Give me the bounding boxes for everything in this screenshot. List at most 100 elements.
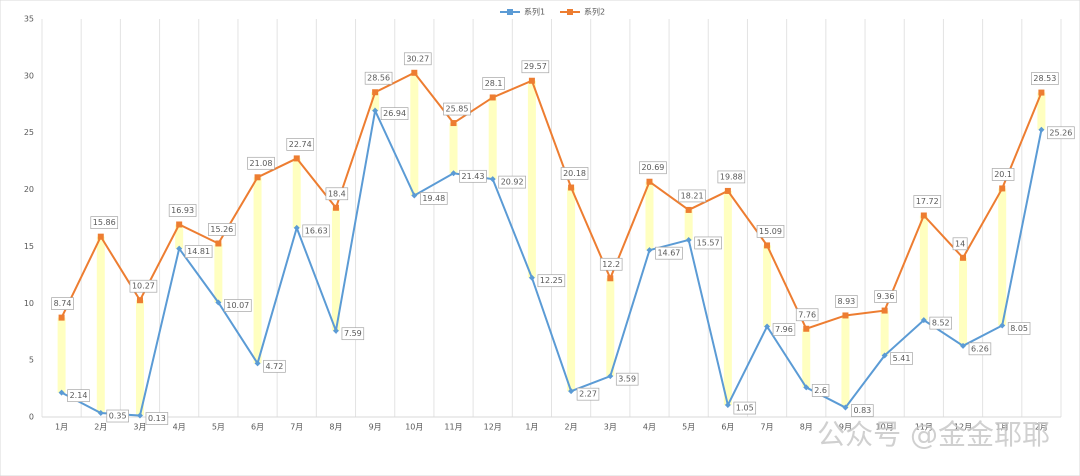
data-label: 19.88 — [720, 172, 743, 181]
data-label: 15.09 — [759, 227, 782, 236]
data-label-box — [341, 327, 365, 341]
marker — [842, 404, 849, 411]
data-label-box — [615, 372, 639, 386]
data-label: 0.35 — [109, 412, 127, 421]
marker — [136, 297, 143, 304]
x-tick-label: 1月 — [55, 423, 68, 432]
data-label: 14.81 — [187, 247, 210, 256]
up-down-bar — [410, 72, 419, 196]
data-label: 6.26 — [971, 344, 989, 353]
data-label-box — [795, 308, 819, 322]
data-label: 20.18 — [563, 169, 586, 178]
marker — [372, 89, 379, 96]
y-tick-label: 10 — [24, 299, 34, 308]
data-label: 8.93 — [837, 297, 855, 306]
y-tick-label: 35 — [24, 15, 34, 24]
up-down-bar — [880, 310, 889, 356]
data-label-box — [168, 204, 197, 217]
data-label-box — [459, 169, 487, 183]
data-label-box — [302, 224, 331, 238]
data-label-box — [913, 195, 942, 208]
data-label: 28.1 — [485, 79, 503, 88]
up-down-bar — [802, 328, 811, 388]
marker — [685, 206, 692, 213]
marker — [332, 327, 339, 334]
marker — [293, 155, 300, 162]
legend-marker — [507, 9, 513, 15]
data-label: 28.56 — [367, 74, 390, 83]
data-label: 15.57 — [697, 238, 720, 247]
x-tick-label: 5月 — [212, 423, 225, 432]
marker — [176, 245, 183, 252]
marker — [215, 299, 222, 306]
x-tick-label: 7月 — [290, 423, 303, 432]
marker — [764, 242, 771, 249]
y-tick-label: 25 — [24, 128, 34, 137]
up-down-bar — [645, 181, 654, 251]
up-down-bar — [449, 123, 458, 174]
data-label: 20.1 — [994, 170, 1012, 179]
x-tick-label: 10月 — [876, 423, 894, 432]
data-label-box — [67, 389, 90, 403]
marker — [372, 107, 379, 114]
data-label-box — [733, 401, 757, 415]
data-label-box — [772, 323, 796, 336]
data-label: 2.6 — [814, 386, 827, 395]
x-tick-label: 2月 — [94, 423, 107, 432]
legend-label: 系列2 — [584, 7, 605, 17]
up-down-bar — [135, 300, 144, 416]
watermark: 公众号 @金金耶耶 — [817, 418, 1050, 451]
marker — [999, 185, 1006, 192]
marker — [215, 240, 222, 247]
data-label-box — [835, 295, 858, 308]
x-tick-label: 4月 — [173, 423, 186, 432]
x-tick-label: 9月 — [369, 423, 382, 432]
up-down-bar — [1037, 92, 1046, 130]
x-tick-label: 12月 — [954, 423, 972, 432]
marker — [489, 94, 496, 101]
marker — [58, 389, 65, 396]
data-label-box — [655, 246, 683, 260]
data-label: 3.59 — [618, 375, 636, 384]
data-label: 25.85 — [446, 105, 469, 114]
marker — [1038, 126, 1045, 133]
data-label: 20.92 — [501, 178, 524, 187]
x-tick-label: 12月 — [484, 423, 502, 432]
data-label-box — [145, 412, 169, 425]
data-label: 19.48 — [422, 194, 445, 203]
up-down-bar — [684, 209, 693, 240]
marker — [842, 312, 849, 319]
x-tick-label: 8月 — [800, 423, 813, 432]
data-label: 4.72 — [266, 362, 284, 371]
data-label: 14.67 — [657, 249, 680, 258]
data-label: 12.2 — [602, 260, 620, 269]
up-down-bar — [371, 92, 380, 111]
marker — [568, 388, 575, 395]
data-label: 17.72 — [916, 197, 939, 206]
data-label-box — [247, 156, 275, 170]
data-label-box — [952, 237, 968, 251]
data-label-box — [756, 225, 785, 238]
x-tick-label: 5月 — [682, 423, 695, 432]
data-label-box — [639, 161, 667, 175]
marker — [528, 77, 535, 84]
data-label-box — [129, 279, 158, 293]
data-label: 2.27 — [579, 390, 597, 399]
data-label-box — [208, 223, 236, 236]
x-tick-label: 6月 — [721, 423, 734, 432]
data-label-box — [576, 387, 600, 401]
data-label: 7.59 — [344, 329, 362, 338]
up-down-bar — [292, 158, 301, 228]
data-label-box — [1007, 322, 1031, 335]
data-label-box — [286, 138, 315, 151]
up-down-bar — [527, 80, 536, 278]
data-label: 30.27 — [406, 54, 429, 63]
up-down-bar — [214, 243, 223, 303]
x-tick-label: 2月 — [565, 423, 578, 432]
marker — [568, 184, 575, 191]
y-tick-label: 15 — [24, 242, 34, 251]
data-label: 0.83 — [853, 406, 871, 415]
x-tick-label: 1月 — [996, 423, 1009, 432]
data-label-box — [929, 316, 952, 330]
data-label-box — [991, 168, 1015, 181]
